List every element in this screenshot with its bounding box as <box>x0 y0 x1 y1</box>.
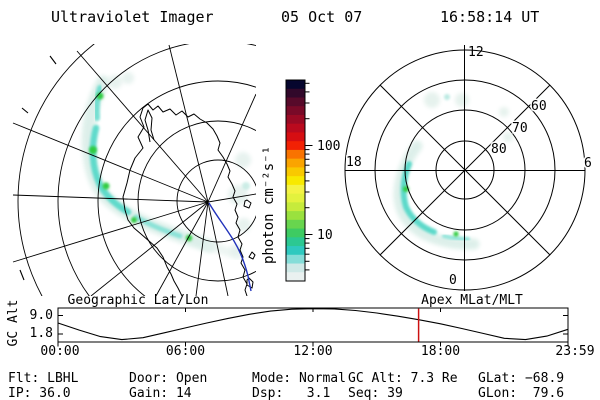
mlat-label-70: 70 <box>512 121 528 136</box>
mlat-mlt-grid <box>344 45 586 291</box>
left-panel-caption: Geographic Lat/Lon <box>68 293 209 308</box>
colorbar-gradient <box>286 80 305 282</box>
title-date: 05 Oct 07 <box>281 8 362 26</box>
mlt-label-18: 18 <box>346 155 362 170</box>
ytick-1p8: 1.8 <box>30 326 53 341</box>
status-gain: Gain: 14 <box>129 386 192 400</box>
title-instrument: Ultraviolet Imager <box>51 8 214 26</box>
colorbar-ticks <box>305 82 313 271</box>
latlon-grid <box>12 44 256 296</box>
strip-axis-ticks <box>57 308 569 347</box>
antarctica-coastline <box>122 103 256 296</box>
strip-ylabel: GC Alt <box>6 300 21 347</box>
title-bar: Ultraviolet Imager 05 Oct 07 16:58:14 UT <box>51 8 539 26</box>
mlt-label-0: 0 <box>449 273 457 288</box>
status-dsp: Dsp: 3.1 <box>252 386 330 400</box>
status-door: Door: Open <box>129 371 207 386</box>
orbit-track <box>208 202 252 292</box>
aurora-emission-apex <box>393 92 544 250</box>
peninsula-detail <box>144 109 155 143</box>
mlt-label-6: 6 <box>584 156 592 171</box>
xtick-1800: 18:00 <box>421 344 460 359</box>
colorbar-tick-10: 10 <box>317 228 333 243</box>
gc-alt-strip-chart: Geographic Lat/Lon Apex MLat/MLT GC Alt … <box>6 293 595 359</box>
status-seq: Seq: 39 <box>348 386 403 400</box>
xtick-1200: 12:00 <box>293 344 332 359</box>
status-bar: Flt: LBHL Door: Open Mode: Normal GC Alt… <box>8 371 564 400</box>
status-glon: GLon: 79.6 <box>478 386 564 400</box>
geographic-map-panel <box>12 44 256 296</box>
colorbar-tick-100: 100 <box>317 139 340 154</box>
status-gcalt: GC Alt: 7.3 Re <box>348 371 458 386</box>
colorbar: 100 10 photon cm⁻²s⁻¹ <box>261 79 340 282</box>
status-glat: GLat: −68.9 <box>478 371 564 386</box>
ytick-9: 9.0 <box>30 308 53 323</box>
mlt-label-12: 12 <box>468 45 484 60</box>
aurora-emission-geographic <box>81 72 251 261</box>
aurora-faint-patches-apex <box>424 92 544 142</box>
status-flt: Flt: LBHL <box>8 371 79 386</box>
title-time: 16:58:14 UT <box>440 8 539 26</box>
mlat-label-60: 60 <box>531 99 547 114</box>
xtick-0000: 00:00 <box>40 344 79 359</box>
xtick-2359: 23:59 <box>555 344 594 359</box>
status-mode: Mode: Normal <box>252 371 346 386</box>
colorbar-units-label: photon cm⁻²s⁻¹ <box>261 146 277 264</box>
xtick-0600: 06:00 <box>166 344 205 359</box>
grid-edge-ticks <box>19 55 57 281</box>
aurora-faint-patches <box>108 72 251 256</box>
altitude-curve <box>57 308 569 341</box>
apex-polar-panel: 12 18 6 0 80 70 60 <box>344 45 593 291</box>
status-ip: IP: 36.0 <box>8 386 71 400</box>
mlat-label-80: 80 <box>491 142 507 157</box>
strip-frame <box>57 307 569 343</box>
right-panel-caption: Apex MLat/MLT <box>421 293 523 308</box>
